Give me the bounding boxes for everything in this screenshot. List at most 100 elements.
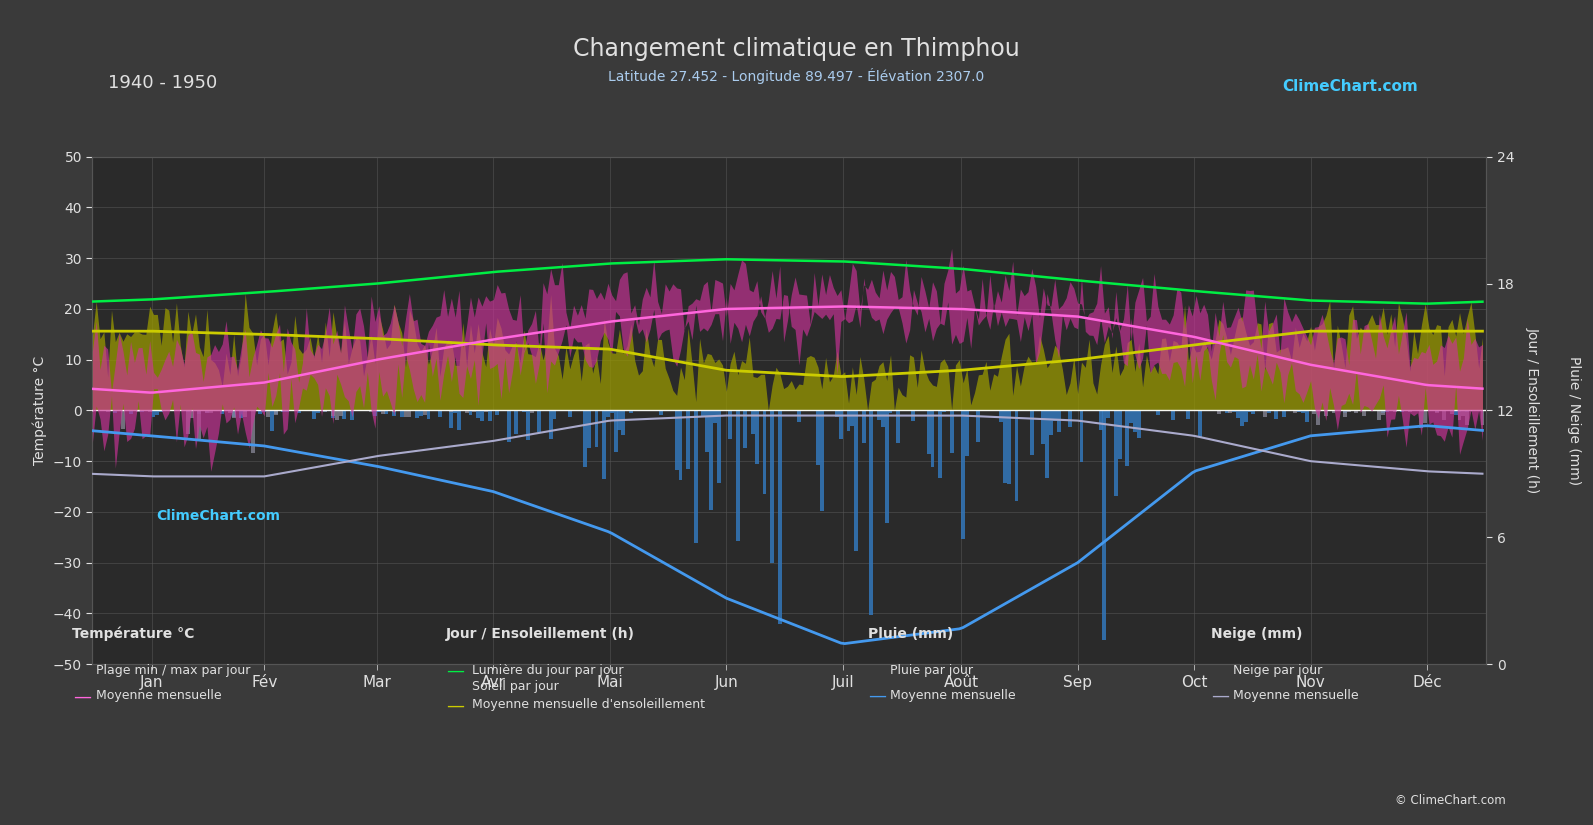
Bar [1015,411,1018,502]
Bar [1018,411,1023,412]
Bar [113,411,118,412]
Text: Moyenne mensuelle: Moyenne mensuelle [1233,689,1359,702]
Bar [258,411,263,414]
Bar [717,411,720,483]
Bar [1133,411,1137,431]
Text: © ClimeChart.com: © ClimeChart.com [1394,794,1505,807]
Bar [449,411,454,412]
Bar [594,411,599,447]
Bar [851,411,854,426]
Bar [752,411,755,435]
Bar [392,411,397,416]
Bar [701,411,706,416]
Bar [1042,411,1045,444]
Bar [384,411,389,414]
Bar [613,411,618,452]
Bar [706,411,709,452]
Bar [1048,411,1053,435]
Bar [449,411,454,427]
Text: —: — [73,688,91,706]
Bar [392,411,397,412]
Bar [381,411,384,414]
Bar [1313,411,1316,412]
Bar [862,411,865,443]
Bar [339,411,342,416]
Bar [553,411,556,418]
Bar [198,411,201,440]
Bar [1419,411,1423,427]
Bar [282,411,285,412]
Bar [1056,411,1061,432]
Bar [1263,411,1266,417]
Bar [878,411,881,420]
Bar [350,411,354,420]
Bar [1080,411,1083,462]
Bar [1458,411,1461,420]
Bar [1343,411,1348,417]
Text: Changement climatique en Thimphou: Changement climatique en Thimphou [573,37,1020,61]
Bar [1381,411,1384,412]
Bar [296,411,301,413]
Bar [269,411,274,431]
Bar [938,411,941,478]
Bar [949,411,954,453]
Bar [209,411,213,413]
Text: Latitude 27.452 - Longitude 89.497 - Élévation 2307.0: Latitude 27.452 - Longitude 89.497 - Élé… [609,68,984,83]
Bar [457,411,460,430]
Bar [331,411,335,416]
Text: —: — [1211,686,1228,705]
Bar [977,411,980,442]
Text: Moyenne mensuelle: Moyenne mensuelle [890,689,1016,702]
Bar [567,411,572,417]
Bar [961,411,965,540]
Bar [186,411,190,434]
Bar [1106,411,1110,418]
Bar [1313,411,1316,413]
Bar [769,411,774,563]
Bar [1466,411,1469,412]
Bar [1346,411,1351,412]
Bar [408,411,411,417]
Text: ClimeChart.com: ClimeChart.com [1282,79,1418,94]
Bar [927,411,930,454]
Bar [190,411,194,417]
Bar [1053,411,1056,422]
Text: Pluie / Neige (mm): Pluie / Neige (mm) [1568,356,1580,485]
Bar [476,411,479,417]
Bar [1378,411,1381,420]
Bar [1354,411,1359,412]
Bar [285,411,288,412]
Bar [1236,411,1239,417]
Bar [1384,411,1389,412]
Bar [323,411,327,412]
Bar [312,411,315,418]
Bar [763,411,766,494]
Bar [610,411,613,413]
Bar [1423,411,1427,423]
Bar [1247,411,1252,412]
Bar [1099,411,1102,430]
Text: Plage min / max par jour: Plage min / max par jour [96,664,250,677]
Bar [605,411,610,417]
Y-axis label: Jour / Ensoleillement (h): Jour / Ensoleillement (h) [1526,328,1539,493]
Bar [744,411,747,449]
Bar [660,411,663,415]
Bar [1362,411,1367,416]
Bar [212,411,217,412]
Bar [537,411,542,431]
Bar [416,411,419,418]
Bar [695,411,698,544]
Bar [526,411,530,440]
Bar [1233,411,1236,412]
Bar [231,411,236,418]
Bar [156,411,159,415]
Bar [618,411,621,430]
Bar [400,411,403,417]
Bar [629,411,632,412]
Bar [159,411,162,412]
Bar [479,411,484,421]
Bar [930,411,935,466]
Bar [714,411,717,423]
Bar [1477,411,1480,412]
Bar [484,411,487,412]
